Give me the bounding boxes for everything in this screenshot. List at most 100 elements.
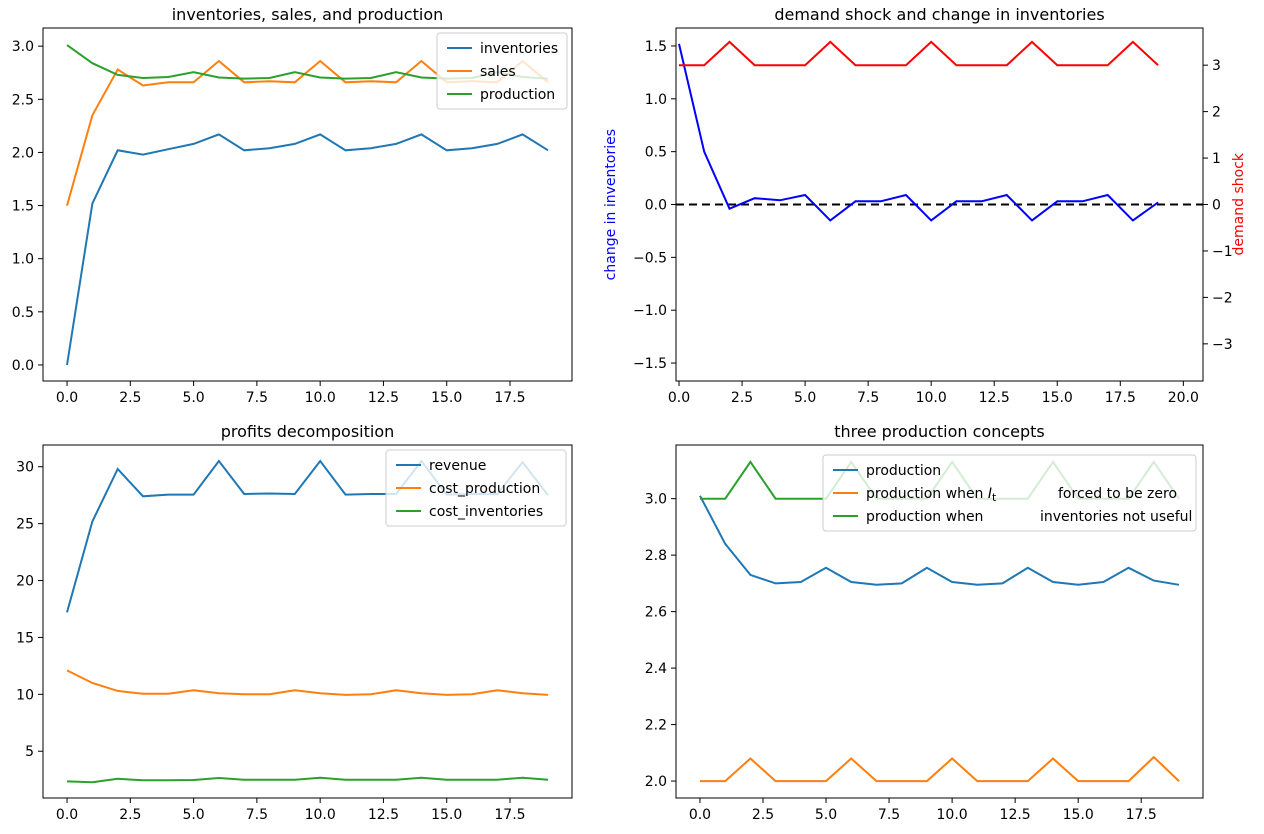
legend-label: revenue xyxy=(429,458,486,474)
x-tick-label: 5.0 xyxy=(815,807,837,823)
x-tick-label: 5.0 xyxy=(182,807,204,823)
y-tick-label: 0.5 xyxy=(645,145,667,161)
legend-profits-decomposition: revenue cost_production cost_inventories xyxy=(385,449,567,527)
y-tick-label: 1.5 xyxy=(645,39,667,55)
legend-label-segment: inventories not useful xyxy=(1040,509,1192,525)
y-tick-label: 2.4 xyxy=(645,661,667,677)
legend-three-production-concepts: production production when It forced to be… xyxy=(822,454,1197,532)
x-tick-label: 2.5 xyxy=(752,807,774,823)
ylabel-demand-shock-text: demand shock xyxy=(1231,153,1247,256)
y-tick-label: 0.5 xyxy=(12,305,34,321)
x-tick-label: 10.0 xyxy=(937,807,968,823)
title-profits-decomposition: profits decomposition xyxy=(220,422,395,441)
series-cost-production xyxy=(66,669,549,696)
legend-label-segment: inventories xyxy=(480,41,558,57)
y-tick-label: 5 xyxy=(25,744,34,760)
axes-spines xyxy=(42,27,573,382)
legend-box xyxy=(436,32,568,110)
chart-three-production-concepts: 0.0 2.5 5.0 7.5 10.0 12.5 15.0 17.5 2.0 2.2 2.4 2.6… xyxy=(645,444,1204,823)
series-cost-inventories xyxy=(66,776,549,784)
x-tick-label: 15.0 xyxy=(431,807,462,823)
legend-label-segment: t xyxy=(992,491,997,504)
legend-label-segment: production xyxy=(866,463,941,479)
legend-label: inventories xyxy=(480,41,558,57)
y-tick-label: 10 xyxy=(16,687,34,703)
series-change-in-inventories xyxy=(678,43,1159,222)
x-tick-label: 5.0 xyxy=(182,390,204,406)
chart-profits-decomposition: 0.0 2.5 5.0 7.5 10.0 12.5 15.0 17.5 5 10 15 20 25 30 r… xyxy=(16,444,573,823)
legend-label: production xyxy=(866,463,941,479)
x-tick-label: 10.0 xyxy=(305,390,336,406)
y-tick-label: 2.6 xyxy=(645,605,667,621)
y-tick-right-label: 2 xyxy=(1212,105,1221,121)
y-tick-label: 2.2 xyxy=(645,718,667,734)
y-tick-right-label: 3 xyxy=(1212,58,1221,74)
legend-box xyxy=(822,454,1197,532)
title-three-production-concepts: three production concepts xyxy=(834,422,1045,441)
axes-spines xyxy=(675,444,1204,799)
legend-label-segment: production xyxy=(480,87,555,103)
title-demand-shock-change-in-inventories: demand shock and change in inventories xyxy=(774,5,1105,24)
y-tick-label: 1.0 xyxy=(12,252,34,268)
legend-box xyxy=(385,449,567,527)
x-tick-label: 7.5 xyxy=(246,807,268,823)
y-tick-label: 3.0 xyxy=(645,492,667,508)
legend-label-segment: cost_inventories xyxy=(429,504,543,520)
x-tick-label: 17.5 xyxy=(1126,807,1157,823)
y-tick-label: 2.8 xyxy=(645,548,667,564)
y-tick-right-label: −3 xyxy=(1212,337,1233,353)
legend-label-segment: production when xyxy=(866,486,988,502)
legend-label-segment: revenue xyxy=(429,458,486,474)
series-demand-shock xyxy=(679,40,1159,67)
legend-label-segment: sales xyxy=(480,64,516,80)
axes-spines xyxy=(42,444,573,799)
chart-inventories-sales-production: 0.0 2.5 5.0 7.5 10.0 12.5 15.0 17.5 0.0 0.5 1.0 1.5… xyxy=(12,27,573,406)
x-tick-label: 0.0 xyxy=(668,390,690,406)
legend-label: sales xyxy=(480,64,516,80)
x-tick-label: 7.5 xyxy=(878,807,900,823)
legend-label-segment: I xyxy=(988,486,992,502)
y-tick-label: 2.0 xyxy=(12,145,34,161)
x-tick-label: 12.5 xyxy=(979,390,1010,406)
legend-label: cost_production xyxy=(429,481,540,497)
y-tick-label: 15 xyxy=(16,630,34,646)
x-tick-label: 17.5 xyxy=(494,390,525,406)
x-tick-label: 5.0 xyxy=(794,390,816,406)
legend-label: cost_inventories xyxy=(429,504,543,520)
x-tick-label: 17.5 xyxy=(494,807,525,823)
ylabel-demand-shock: demand shock xyxy=(1228,28,1250,381)
series-production-when-i-t-forced-to-be-zero xyxy=(700,755,1180,783)
x-tick-label: 12.5 xyxy=(1000,807,1031,823)
ylabel-change-in-inventories-text: change in inventories xyxy=(603,128,619,281)
x-tick-label: 0.0 xyxy=(56,390,78,406)
x-tick-label: 10.0 xyxy=(916,390,947,406)
legend-label: production xyxy=(480,87,555,103)
x-tick-label: 12.5 xyxy=(368,807,399,823)
y-tick-label: 0.0 xyxy=(645,198,667,214)
x-tick-label: 2.5 xyxy=(731,390,753,406)
y-tick-right-label: −1 xyxy=(1212,244,1233,260)
x-tick-label: 10.0 xyxy=(305,807,336,823)
legend-label: production when It forced to be zero xyxy=(866,486,1177,504)
legend-label: production when inventories not useful xyxy=(866,509,1192,525)
x-tick-label: 17.5 xyxy=(1105,390,1136,406)
x-tick-label: 2.5 xyxy=(119,807,141,823)
y-tick-label: 1.0 xyxy=(645,92,667,108)
y-tick-label: 20 xyxy=(16,574,34,590)
y-tick-right-label: −2 xyxy=(1212,290,1233,306)
legend-label-segment: forced to be zero xyxy=(1058,486,1177,502)
y-tick-label: 0.0 xyxy=(12,358,34,374)
legend-inventories-sales-production: inventories sales production xyxy=(436,32,568,110)
y-tick-label: 30 xyxy=(16,460,34,476)
x-tick-label: 7.5 xyxy=(857,390,879,406)
title-inventories-sales-production: inventories, sales, and production xyxy=(171,5,444,24)
x-tick-label: 15.0 xyxy=(431,390,462,406)
y-tick-label: −1.0 xyxy=(633,303,667,319)
x-tick-label: 2.5 xyxy=(119,390,141,406)
x-tick-label: 20.0 xyxy=(1168,390,1199,406)
y-tick-label: −0.5 xyxy=(633,250,667,266)
x-tick-label: 7.5 xyxy=(246,390,268,406)
legend-label-segment: production when xyxy=(866,509,983,525)
